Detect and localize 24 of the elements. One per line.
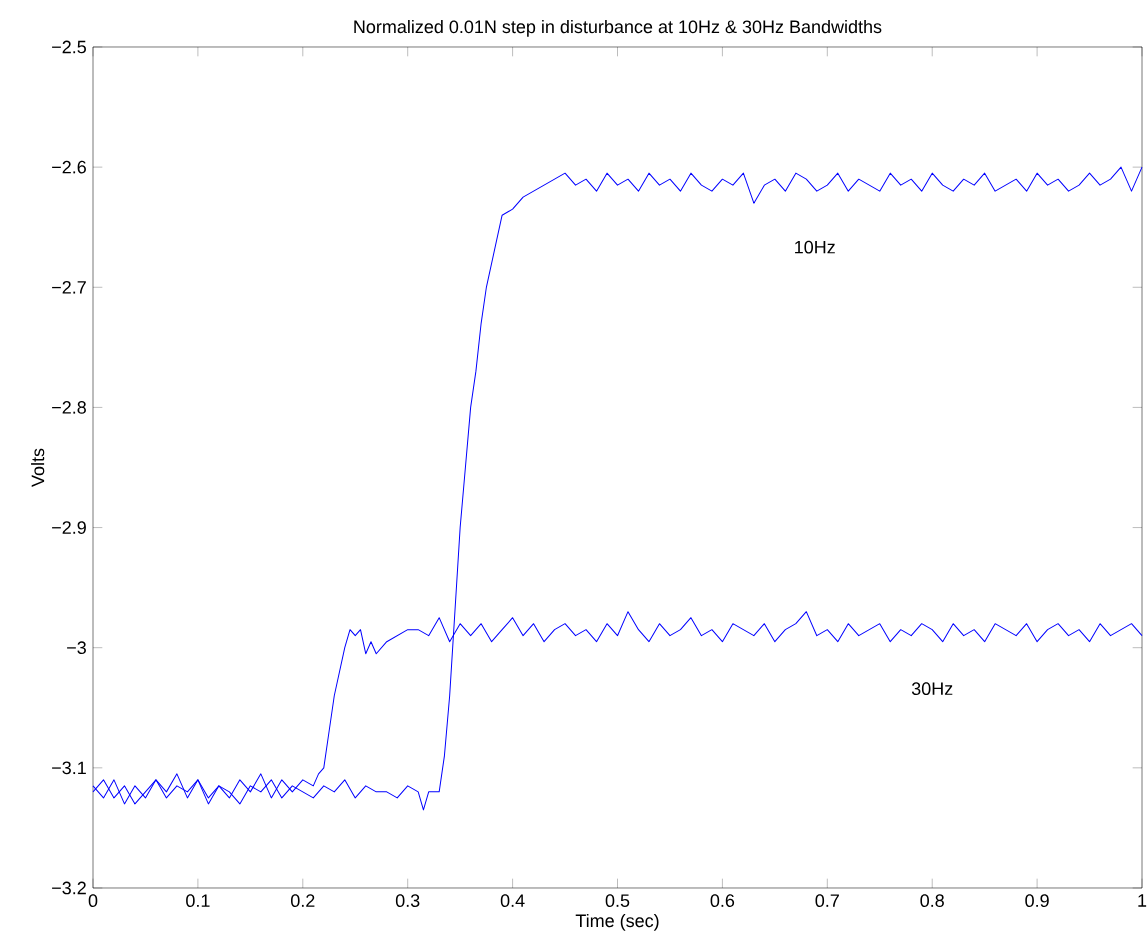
y-tick-label: −3 (67, 641, 86, 655)
y-tick-label: −2.5 (52, 40, 86, 54)
x-tick-label: 0.7 (815, 894, 839, 907)
x-tick-label: 0 (88, 894, 98, 907)
x-tick-label: 0.4 (500, 894, 525, 907)
chart-title: Normalized 0.01N step in disturbance at 10Hz & 30Hz Bandwidths (354, 19, 882, 37)
annotation: 10Hz (795, 240, 835, 254)
x-tick-label: 0.9 (1025, 894, 1049, 907)
x-axis-title: Time (sec) (575, 913, 659, 931)
y-tick-label: −2.6 (52, 160, 86, 174)
x-tick-label: 0.5 (605, 894, 630, 907)
y-axis-title: Volts (31, 448, 45, 487)
annotation: 30Hz (911, 682, 953, 696)
y-tick-label: −2.8 (52, 401, 86, 414)
y-tick-label: −3.1 (52, 761, 86, 775)
x-tick-label: 0.2 (291, 894, 315, 907)
x-tick-label: 0.3 (395, 894, 420, 907)
y-tick-label: −2.7 (52, 280, 86, 294)
y-tick-label: −3.2 (52, 881, 86, 895)
y-tick-label: −2.9 (52, 521, 86, 534)
x-tick-label: 0.6 (710, 894, 735, 907)
x-tick-label: 1 (1138, 894, 1147, 907)
x-tick-label: 0.1 (186, 894, 210, 907)
x-tick-label: 0.8 (920, 894, 944, 907)
